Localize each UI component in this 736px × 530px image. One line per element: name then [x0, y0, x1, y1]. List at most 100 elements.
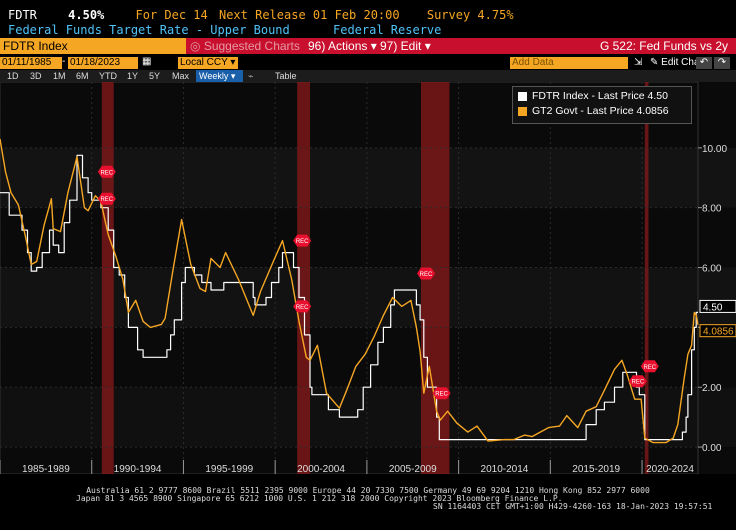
- rec-marker-label: REC: [296, 239, 309, 245]
- x-tick-label: 2015-2019: [572, 464, 620, 474]
- last-value-box: [699, 324, 736, 338]
- rec-marker: [97, 192, 116, 205]
- source: Federal Reserve: [333, 23, 442, 37]
- y-tick-label: 6.00: [702, 264, 722, 275]
- edit-menu[interactable]: 97) Edit ▾: [380, 39, 431, 53]
- period-ytd[interactable]: YTD: [99, 71, 117, 81]
- legend-swatch-gt2: [518, 107, 527, 116]
- x-tick-label: 1995-1999: [205, 464, 253, 474]
- add-data-input[interactable]: Add Data: [510, 57, 628, 69]
- last-value-label: 4.0856: [703, 327, 734, 338]
- description: Federal Funds Target Rate - Upper Bound: [8, 23, 290, 37]
- rec-marker: [640, 360, 659, 373]
- recession-band: [644, 82, 649, 474]
- rec-marker: [97, 165, 116, 178]
- period-3d[interactable]: 3D: [30, 71, 42, 81]
- chevron-down-icon: ▾: [370, 39, 377, 53]
- date-range-bar: 01/11/1985 - 01/18/2023 ▦ Local CCY ▾ Ad…: [0, 56, 736, 70]
- footer-contacts-2: Japan 81 3 4565 8900 Singapore 65 6212 1…: [76, 494, 563, 503]
- actions-menu[interactable]: 96) Actions ▾: [308, 39, 377, 53]
- background-band: [0, 147, 736, 208]
- header-row-2: Federal Funds Target Rate - Upper Bound …: [8, 23, 441, 37]
- frequency-select[interactable]: Weekly ▾: [196, 70, 243, 82]
- x-tick-label: 2000-2004: [297, 464, 345, 474]
- chart-area: 1985-1989 1990-1994 1995-1999 2000-2004 2005…: [0, 82, 736, 474]
- rec-marker: [628, 375, 647, 388]
- next-release: Next Release 01 Feb 20:00: [218, 8, 400, 22]
- security-toolbar: FDTR Index ◎ Suggested Charts 96) Action…: [0, 38, 736, 54]
- undo-icon[interactable]: ↶: [696, 57, 712, 69]
- x-axis: 1985-1989 1990-1994 1995-1999 2000-2004 2005…: [0, 460, 694, 474]
- screen-title: G 522: Fed Funds vs 2y: [599, 39, 728, 53]
- y-tick-label: 10.00: [702, 144, 727, 155]
- y-tick-label: 8.00: [702, 204, 722, 215]
- period-1m[interactable]: 1M: [53, 71, 66, 81]
- rec-marker-label: REC: [420, 272, 433, 278]
- recession-band: [297, 82, 311, 474]
- legend-label-gt2: GT2 Govt - Last Price 4.0856: [532, 105, 669, 117]
- rec-marker-label: REC: [100, 170, 113, 176]
- background-band: [0, 327, 736, 388]
- currency-select[interactable]: Local CCY ▾: [178, 57, 238, 69]
- survey: Survey 4.75%: [426, 8, 514, 22]
- rec-marker-label: REC: [100, 197, 113, 203]
- edit-chart-label: Edit Chart: [661, 57, 706, 68]
- rec-marker-label: REC: [643, 365, 656, 371]
- legend: FDTR Index - Last Price 4.50 GT2 Govt - …: [512, 86, 692, 124]
- last-value-labels: 4.50 4.0856: [699, 299, 736, 338]
- rec-marker: [417, 267, 436, 280]
- last-value-box: [699, 299, 736, 313]
- rec-marker: [293, 300, 312, 313]
- series-line-fdtr: [0, 154, 698, 441]
- redo-icon[interactable]: ↷: [714, 57, 730, 69]
- background-band: [0, 207, 736, 268]
- series-line-gt2: [0, 138, 699, 444]
- edit-label: 97) Edit: [380, 39, 422, 53]
- x-tick-label: 2020-2024: [646, 464, 694, 474]
- currency-label: Local CCY: [180, 57, 228, 68]
- legend-swatch-fdtr: [518, 92, 527, 101]
- rec-marker-label: REC: [435, 392, 448, 398]
- footer-session: SN 1164403 CET GMT+1:00 H429-4260-163 18…: [433, 502, 713, 511]
- y-tick-label: 0.00: [702, 443, 722, 454]
- suggested-charts-label: Suggested Charts: [203, 39, 300, 53]
- legend-label-fdtr: FDTR Index - Last Price 4.50: [532, 90, 668, 102]
- y-tick-label: 2.00: [702, 383, 722, 394]
- ticker: FDTR: [8, 8, 37, 22]
- period-6m[interactable]: 6M: [76, 71, 89, 81]
- series-lines: [0, 138, 699, 444]
- chart-settings-icon[interactable]: ⇲: [634, 57, 643, 68]
- actions-label: 96) Actions: [308, 39, 368, 53]
- dash-separator: -: [62, 56, 66, 67]
- plot-frame: [0, 82, 699, 474]
- footer-contacts-1: Australia 61 2 9777 8600 Brazil 5511 239…: [86, 486, 650, 495]
- x-tick-label: 2010-2014: [481, 464, 529, 474]
- last-price: 4.50%: [68, 8, 105, 22]
- start-date-input[interactable]: 01/11/1985: [0, 57, 62, 69]
- background-band: [0, 447, 736, 474]
- period-max[interactable]: Max: [172, 71, 190, 81]
- recession-band: [101, 82, 114, 474]
- rec-marker: [432, 387, 451, 400]
- security-field[interactable]: FDTR Index: [3, 39, 68, 53]
- edit-chart-button[interactable]: ✎ Edit Chart: [650, 57, 706, 68]
- table-button[interactable]: Table: [275, 71, 297, 81]
- rec-marker-label: REC: [296, 305, 309, 311]
- line-chart-icon[interactable]: ⌁: [248, 71, 254, 81]
- calendar-icon[interactable]: ▦: [142, 56, 152, 67]
- rec-marker-label: REC: [632, 380, 645, 386]
- period-1d[interactable]: 1D: [7, 71, 19, 81]
- period-1y[interactable]: 1Y: [127, 71, 139, 81]
- background-band: [0, 387, 736, 448]
- chevron-down-icon: ▾: [424, 39, 431, 53]
- period-5y[interactable]: 5Y: [149, 71, 161, 81]
- suggested-charts-button[interactable]: ◎ Suggested Charts: [190, 39, 300, 53]
- for-label: For Dec 14: [135, 8, 208, 22]
- end-date-input[interactable]: 01/18/2023: [68, 57, 138, 69]
- background-bands: [0, 82, 736, 474]
- period-bar: 1D 3D 1M 6M YTD 1Y 5Y Max Weekly ▾ ⌁ Tab…: [0, 70, 736, 82]
- header-row-1: FDTR 4.50% For Dec 14 Next Release 01 Fe…: [8, 8, 514, 22]
- rec-marker: [293, 234, 312, 247]
- x-tick-label: 1990-1994: [114, 464, 162, 474]
- recession-markers: REC REC REC REC REC REC REC REC: [97, 165, 659, 400]
